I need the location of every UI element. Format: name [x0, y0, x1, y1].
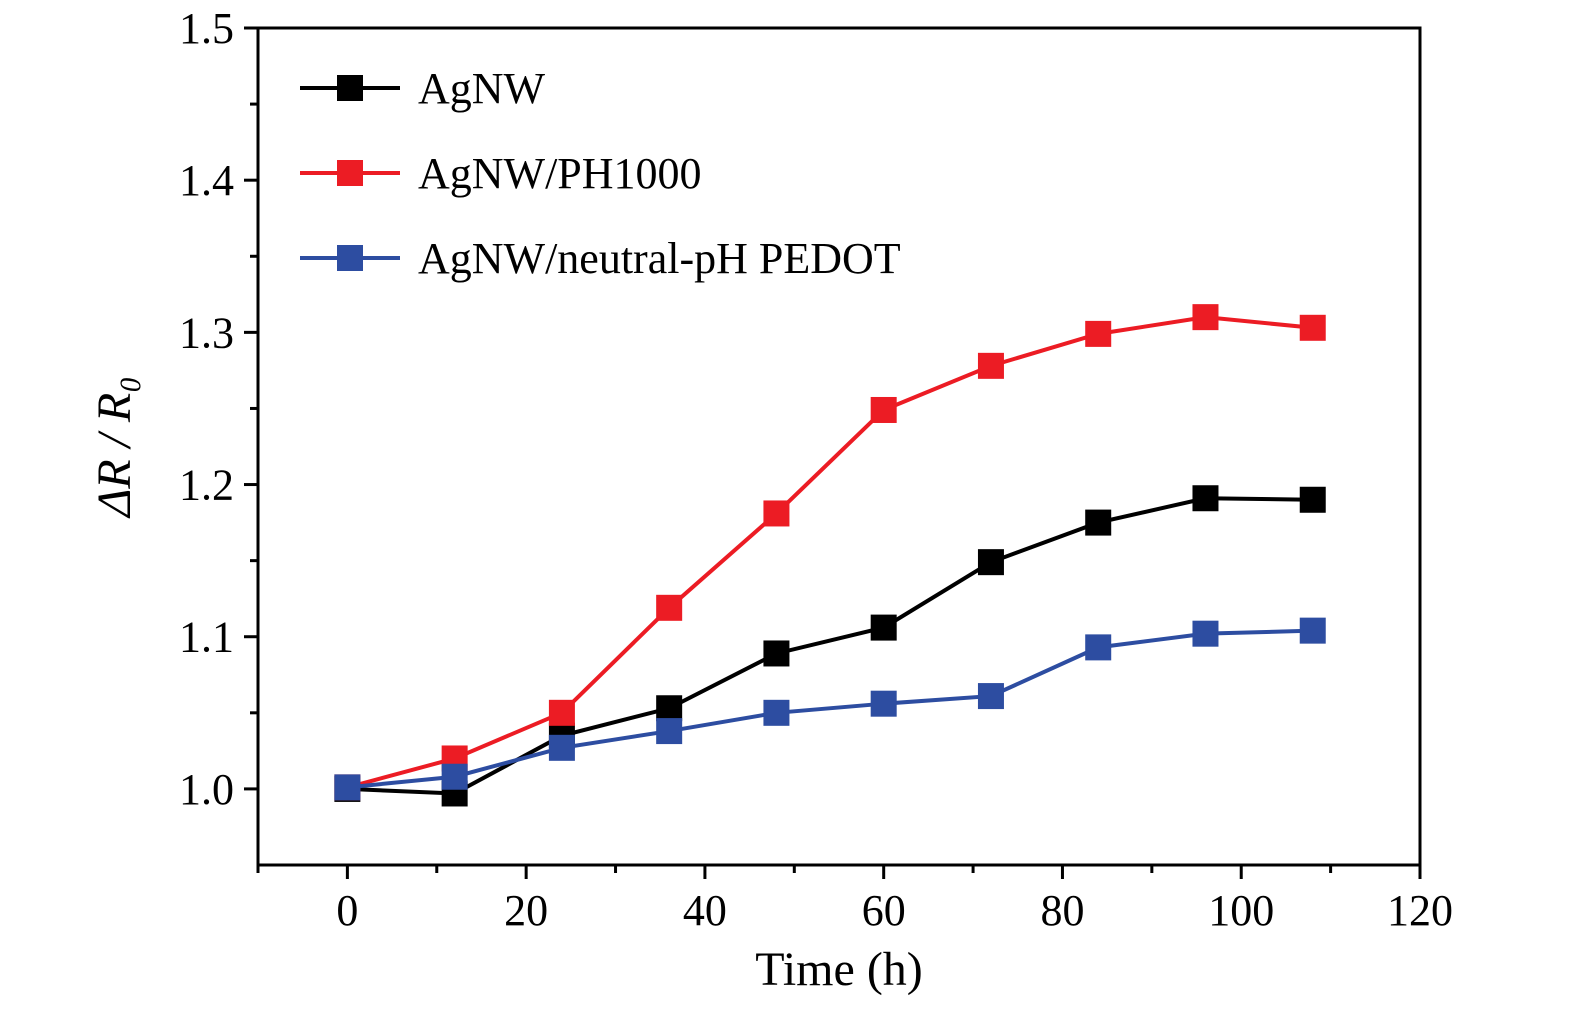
y-tick-label: 1.3: [179, 308, 234, 357]
y-tick-label: 1.2: [179, 461, 234, 510]
y-tick-label: 1.5: [179, 4, 234, 53]
data-point-marker: [334, 774, 361, 801]
data-point-marker: [548, 699, 575, 726]
x-tick-label: 60: [862, 886, 906, 935]
data-point-marker: [870, 614, 897, 641]
data-point-marker: [870, 396, 897, 423]
series-line: [346, 315, 1313, 790]
legend-item-3: AgNW/neutral-pH PEDOT: [300, 234, 901, 283]
data-point-marker: [656, 718, 683, 745]
data-point-marker: [656, 695, 683, 722]
legend-item-1: AgNW: [300, 64, 546, 113]
legend: AgNW AgNW/PH1000 AgNW/neutral-pH PEDOT: [300, 64, 901, 283]
data-point-marker: [1085, 320, 1112, 347]
legend-label: AgNW: [418, 64, 546, 113]
x-axis-label: Time (h): [755, 943, 923, 996]
data-point-marker: [763, 640, 790, 667]
y-axis-label: ΔR / R₀: [88, 376, 141, 519]
data-point-marker: [441, 763, 468, 790]
data-point-marker: [763, 500, 790, 527]
x-tick-label: 80: [1040, 886, 1084, 935]
tick-labels: 0 20 40 60 80 100 120 1.0 1.1 1.2 1.3 1.4 1.5: [179, 4, 1453, 935]
series-agnw: [334, 485, 1326, 807]
data-point-marker: [1192, 620, 1219, 647]
x-tick-label: 40: [683, 886, 727, 935]
x-tick-label: 120: [1387, 886, 1453, 935]
series-agnw-ph1000: [334, 304, 1326, 801]
legend-marker: [337, 75, 363, 101]
x-tick-label: 20: [504, 886, 548, 935]
data-point-marker: [656, 594, 683, 621]
data-point-marker: [763, 699, 790, 726]
series-line: [347, 628, 1313, 790]
plot-frame: [256, 26, 1422, 867]
x-tick-label: 0: [336, 886, 358, 935]
data-point-marker: [977, 352, 1004, 379]
data-point-marker: [1299, 486, 1326, 513]
data-point-marker: [1085, 509, 1112, 536]
data-point-marker: [1299, 314, 1326, 341]
data-point-marker: [1192, 485, 1219, 512]
legend-label: AgNW/neutral-pH PEDOT: [418, 234, 901, 283]
data-point-marker: [548, 734, 575, 761]
y-tick-label: 1.0: [179, 765, 234, 814]
legend-marker: [337, 160, 363, 186]
series-agnw-neutral-ph-pedot: [334, 617, 1326, 801]
legend-item-2: AgNW/PH1000: [300, 149, 702, 198]
series-line: [347, 496, 1313, 796]
data-point-marker: [977, 683, 1004, 710]
y-tick-label: 1.1: [179, 613, 234, 662]
legend-label: AgNW/PH1000: [418, 149, 702, 198]
data-point-marker: [1085, 634, 1112, 661]
data-point-marker: [977, 549, 1004, 576]
axis-ticks: [244, 26, 1422, 879]
data-point-marker: [870, 690, 897, 717]
data-point-marker: [1299, 617, 1326, 644]
legend-marker: [337, 245, 363, 271]
y-tick-label: 1.4: [179, 156, 234, 205]
data-point-marker: [1192, 304, 1219, 331]
x-tick-label: 100: [1208, 886, 1274, 935]
